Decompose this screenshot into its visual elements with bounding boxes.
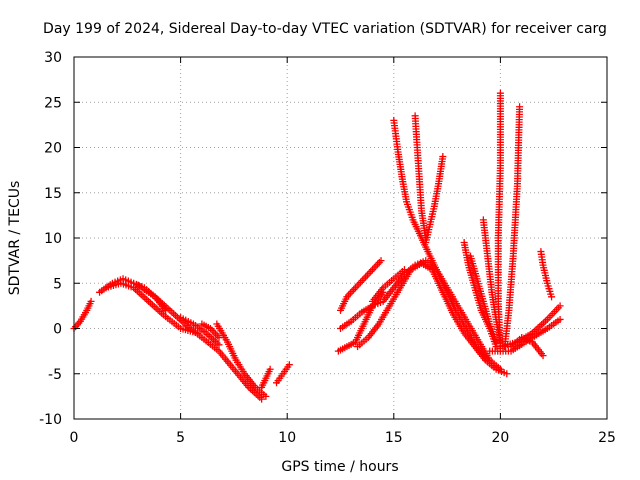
data-point	[87, 297, 95, 305]
data-point	[556, 315, 564, 323]
data-point	[494, 365, 502, 373]
series-arc-8	[258, 365, 274, 391]
series-arc-16	[411, 112, 430, 242]
data-point	[262, 392, 270, 400]
data-point	[258, 395, 266, 403]
data-point	[266, 365, 274, 373]
y-tick-label: 0	[53, 322, 62, 338]
data-point	[422, 239, 430, 247]
grid	[74, 57, 607, 419]
series-arc-17	[422, 153, 447, 247]
data-point	[215, 341, 223, 349]
series-arc-5	[177, 314, 223, 349]
y-tick-label: 20	[44, 141, 62, 157]
series-arc-12	[337, 257, 385, 314]
series-arc-19	[467, 252, 500, 346]
y-tick-label: 5	[53, 276, 62, 292]
data-point	[377, 257, 385, 265]
chart-title: Day 199 of 2024, Sidereal Day-to-day VTE…	[43, 21, 607, 37]
series-arc-24	[537, 248, 556, 301]
y-axis-label: SDTVAR / TECUs	[7, 181, 23, 296]
x-tick-label: 20	[491, 430, 509, 446]
series-arc-4	[134, 281, 266, 403]
plot-frame	[73, 56, 608, 420]
data-point	[215, 334, 223, 342]
series-arc-6	[198, 320, 223, 342]
y-tick-label: -10	[39, 412, 62, 428]
series-arc-15	[390, 116, 502, 373]
data-point	[285, 361, 293, 369]
series-arc-22	[501, 103, 524, 351]
y-tick-label: 25	[44, 95, 62, 111]
data-point	[400, 266, 408, 274]
x-tick-label: 10	[278, 430, 296, 446]
data-point	[503, 370, 511, 378]
x-tick-label: 0	[70, 430, 79, 446]
series-arc-9	[273, 361, 293, 387]
y-tick-label: -5	[48, 367, 62, 383]
series-arc-21	[494, 89, 504, 355]
data-point	[556, 302, 564, 310]
series-arc-26	[486, 315, 564, 355]
series-arc-7	[213, 320, 270, 400]
y-tick-label: 15	[44, 186, 62, 202]
axis-ticks: 0 5 10 15 20 25 -10 -5 0 5 10 15 20 25 30	[39, 50, 616, 446]
x-tick-label: 15	[385, 430, 403, 446]
data-point	[548, 293, 556, 301]
x-tick-label: 5	[176, 430, 185, 446]
series-arc-1	[70, 297, 95, 332]
data-point	[539, 352, 547, 360]
y-tick-label: 30	[44, 50, 62, 66]
y-tick-label: 10	[44, 231, 62, 247]
x-tick-label: 25	[598, 430, 616, 446]
series-layer	[70, 89, 564, 403]
series-arc-14	[368, 266, 408, 305]
x-axis-label: GPS time / hours	[281, 459, 398, 475]
